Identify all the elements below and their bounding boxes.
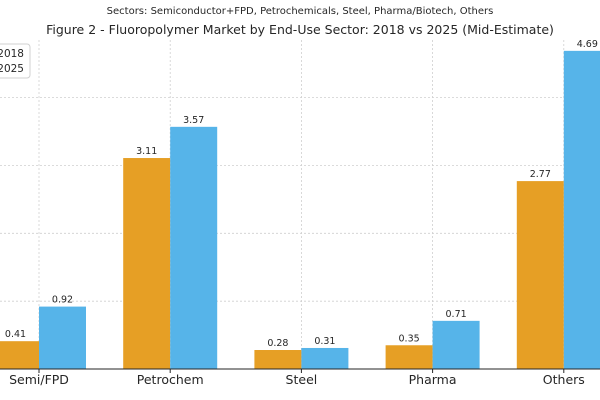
bar-2018-steel [254,350,302,369]
legend: 2018 2025 [0,43,31,79]
x-tick-label: Pharma [409,372,457,387]
data-label: 0.92 [52,295,73,306]
data-label: 3.57 [183,115,204,126]
data-label: 0.31 [314,336,335,347]
chart-suptitle: Sectors: Semiconductor+FPD, Petrochemica… [107,6,494,17]
legend-frame [0,43,31,79]
data-label: 0.28 [267,338,288,349]
x-tick-label: Steel [286,372,318,387]
bar-2025-others [563,50,600,369]
data-label: 3.11 [136,146,157,157]
bar-2018-petrochem [123,158,171,369]
bar-2025-petrochem [170,126,218,370]
data-label: 0.41 [5,329,26,340]
data-label: 0.71 [446,309,467,320]
bar-2025-pharma [432,320,480,369]
legend-label: 2025 [0,63,24,75]
bar-2025-semi-fpd [39,306,86,369]
data-labels: 0.41 3.11 0.28 0.35 2.77 0.92 3.57 0.31 0.71 4.69 [5,39,598,349]
chart-title: Figure 2 - Fluoropolymer Market by End-U… [46,22,554,37]
x-tick-label: Semi/FPD [9,372,69,387]
x-tick-labels: Semi/FPD Petrochem Steel Pharma Others [9,369,585,387]
bar-2025-steel [301,347,349,369]
x-tick-label: Others [543,372,585,387]
x-tick-label: Petrochem [137,372,204,387]
data-label: 2.77 [530,169,551,180]
legend-label: 2018 [0,48,24,60]
bar-2018-semi-fpd [0,341,39,369]
bar-2018-pharma [385,345,433,369]
bars [0,50,600,370]
bar-2018-others [516,181,564,369]
data-label: 4.69 [577,39,598,50]
data-label: 0.35 [399,333,420,344]
grid [0,40,600,369]
